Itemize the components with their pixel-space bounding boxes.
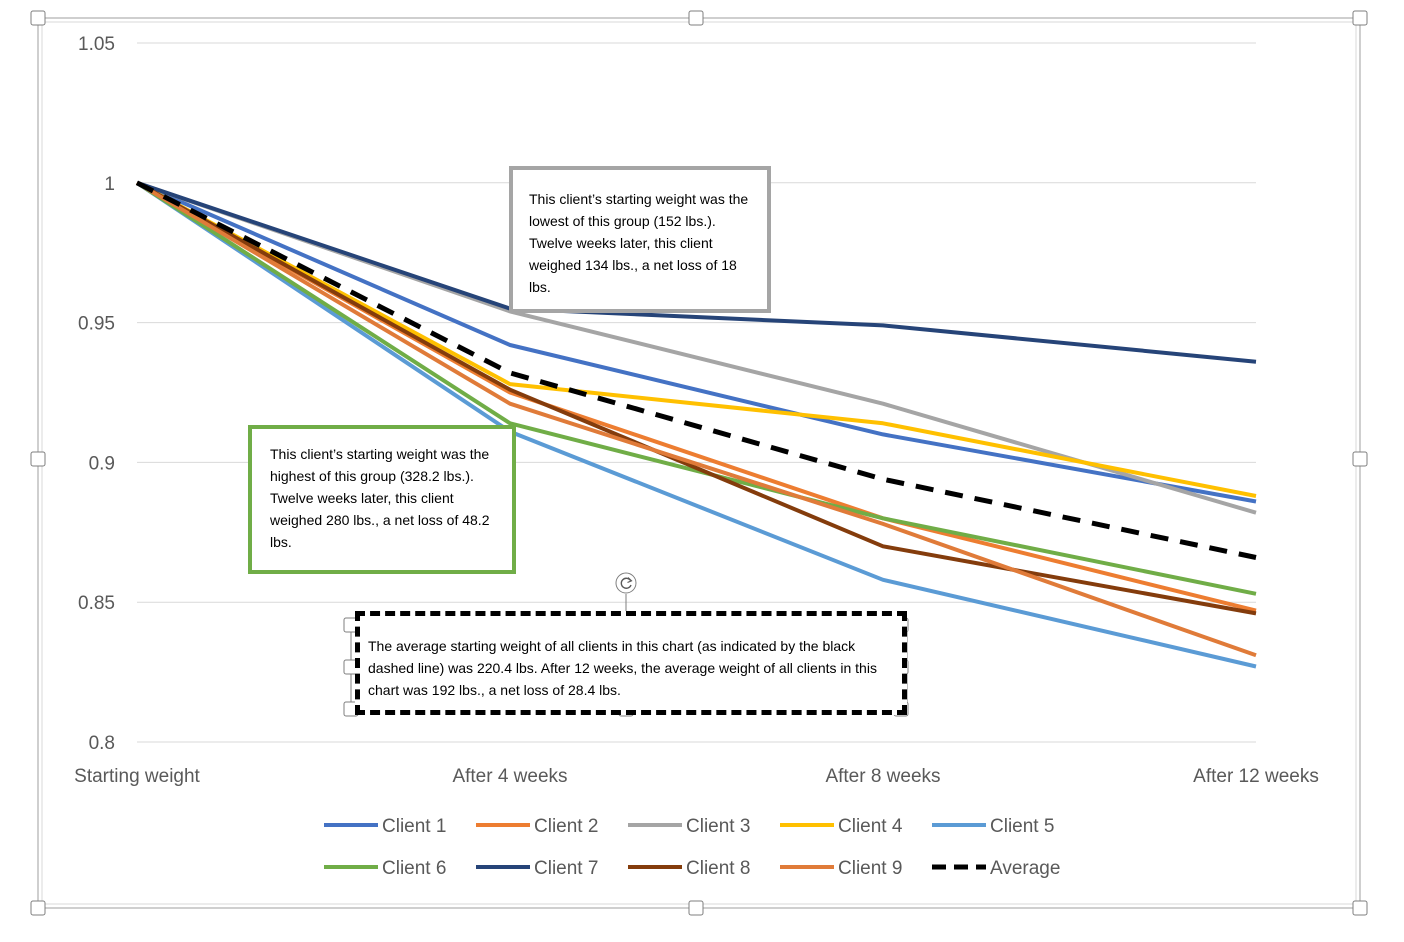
legend-label: Client 9	[838, 858, 902, 879]
y-tick-label: 1.05	[78, 34, 115, 55]
legend-label: Client 2	[534, 816, 598, 837]
y-tick-label: 0.95	[78, 314, 115, 335]
legend-label: Client 3	[686, 816, 750, 837]
legend-label: Client 1	[382, 816, 446, 837]
y-tick-label: 0.85	[78, 593, 115, 614]
annotation-average[interactable]: The average starting weight of all clien…	[355, 611, 907, 715]
resize-handle[interactable]	[30, 10, 46, 26]
series-line-client-8	[136, 181, 1257, 616]
rotate-handle[interactable]	[615, 572, 637, 620]
y-tick-label: 0.8	[89, 733, 115, 754]
x-tick-label: Starting weight	[74, 766, 200, 787]
resize-handle[interactable]	[1352, 10, 1368, 26]
series-line-client-6	[135, 181, 1257, 596]
x-tick-label: After 4 weeks	[452, 766, 567, 787]
x-tick-label: After 12 weeks	[1193, 766, 1319, 787]
series-line-client-7	[136, 180, 1257, 364]
y-tick-label: 0.9	[89, 453, 115, 474]
series-lines	[135, 180, 1257, 669]
resize-handle[interactable]	[688, 900, 704, 916]
series-line-client-9	[135, 181, 1257, 658]
resize-handle[interactable]	[688, 10, 704, 26]
legend-label: Average	[990, 858, 1060, 879]
legend-label: Client 7	[534, 858, 598, 879]
legend-label: Client 8	[686, 858, 750, 879]
resize-handle[interactable]	[30, 451, 46, 467]
x-axis-tick-labels: Starting weight After 4 weeks After 8 week…	[74, 766, 1319, 787]
series-line-client-4	[136, 181, 1257, 498]
y-axis-tick-labels: 0.8 0.85 0.9 0.95 1 1.05	[78, 34, 115, 754]
series-line-client-1	[136, 180, 1257, 504]
legend-label: Client 4	[838, 816, 903, 837]
resize-handle[interactable]	[1352, 451, 1368, 467]
legend: Client 1 Client 2 Client 3 Client 4 Client 5…	[324, 816, 1060, 879]
legend-label: Client 5	[990, 816, 1054, 837]
resize-handle[interactable]	[1352, 900, 1368, 916]
resize-handle[interactable]	[30, 900, 46, 916]
x-tick-label: After 8 weeks	[825, 766, 940, 787]
legend-label: Client 6	[382, 858, 446, 879]
series-line-client-5	[135, 181, 1257, 669]
rotate-icon[interactable]	[615, 572, 637, 594]
annotation-client-7[interactable]: This client’s starting weight was the lo…	[509, 166, 771, 313]
y-tick-label: 1	[104, 174, 115, 195]
series-line-average	[135, 180, 1257, 560]
annotation-client-6[interactable]: This client’s starting weight was the hi…	[248, 425, 516, 574]
